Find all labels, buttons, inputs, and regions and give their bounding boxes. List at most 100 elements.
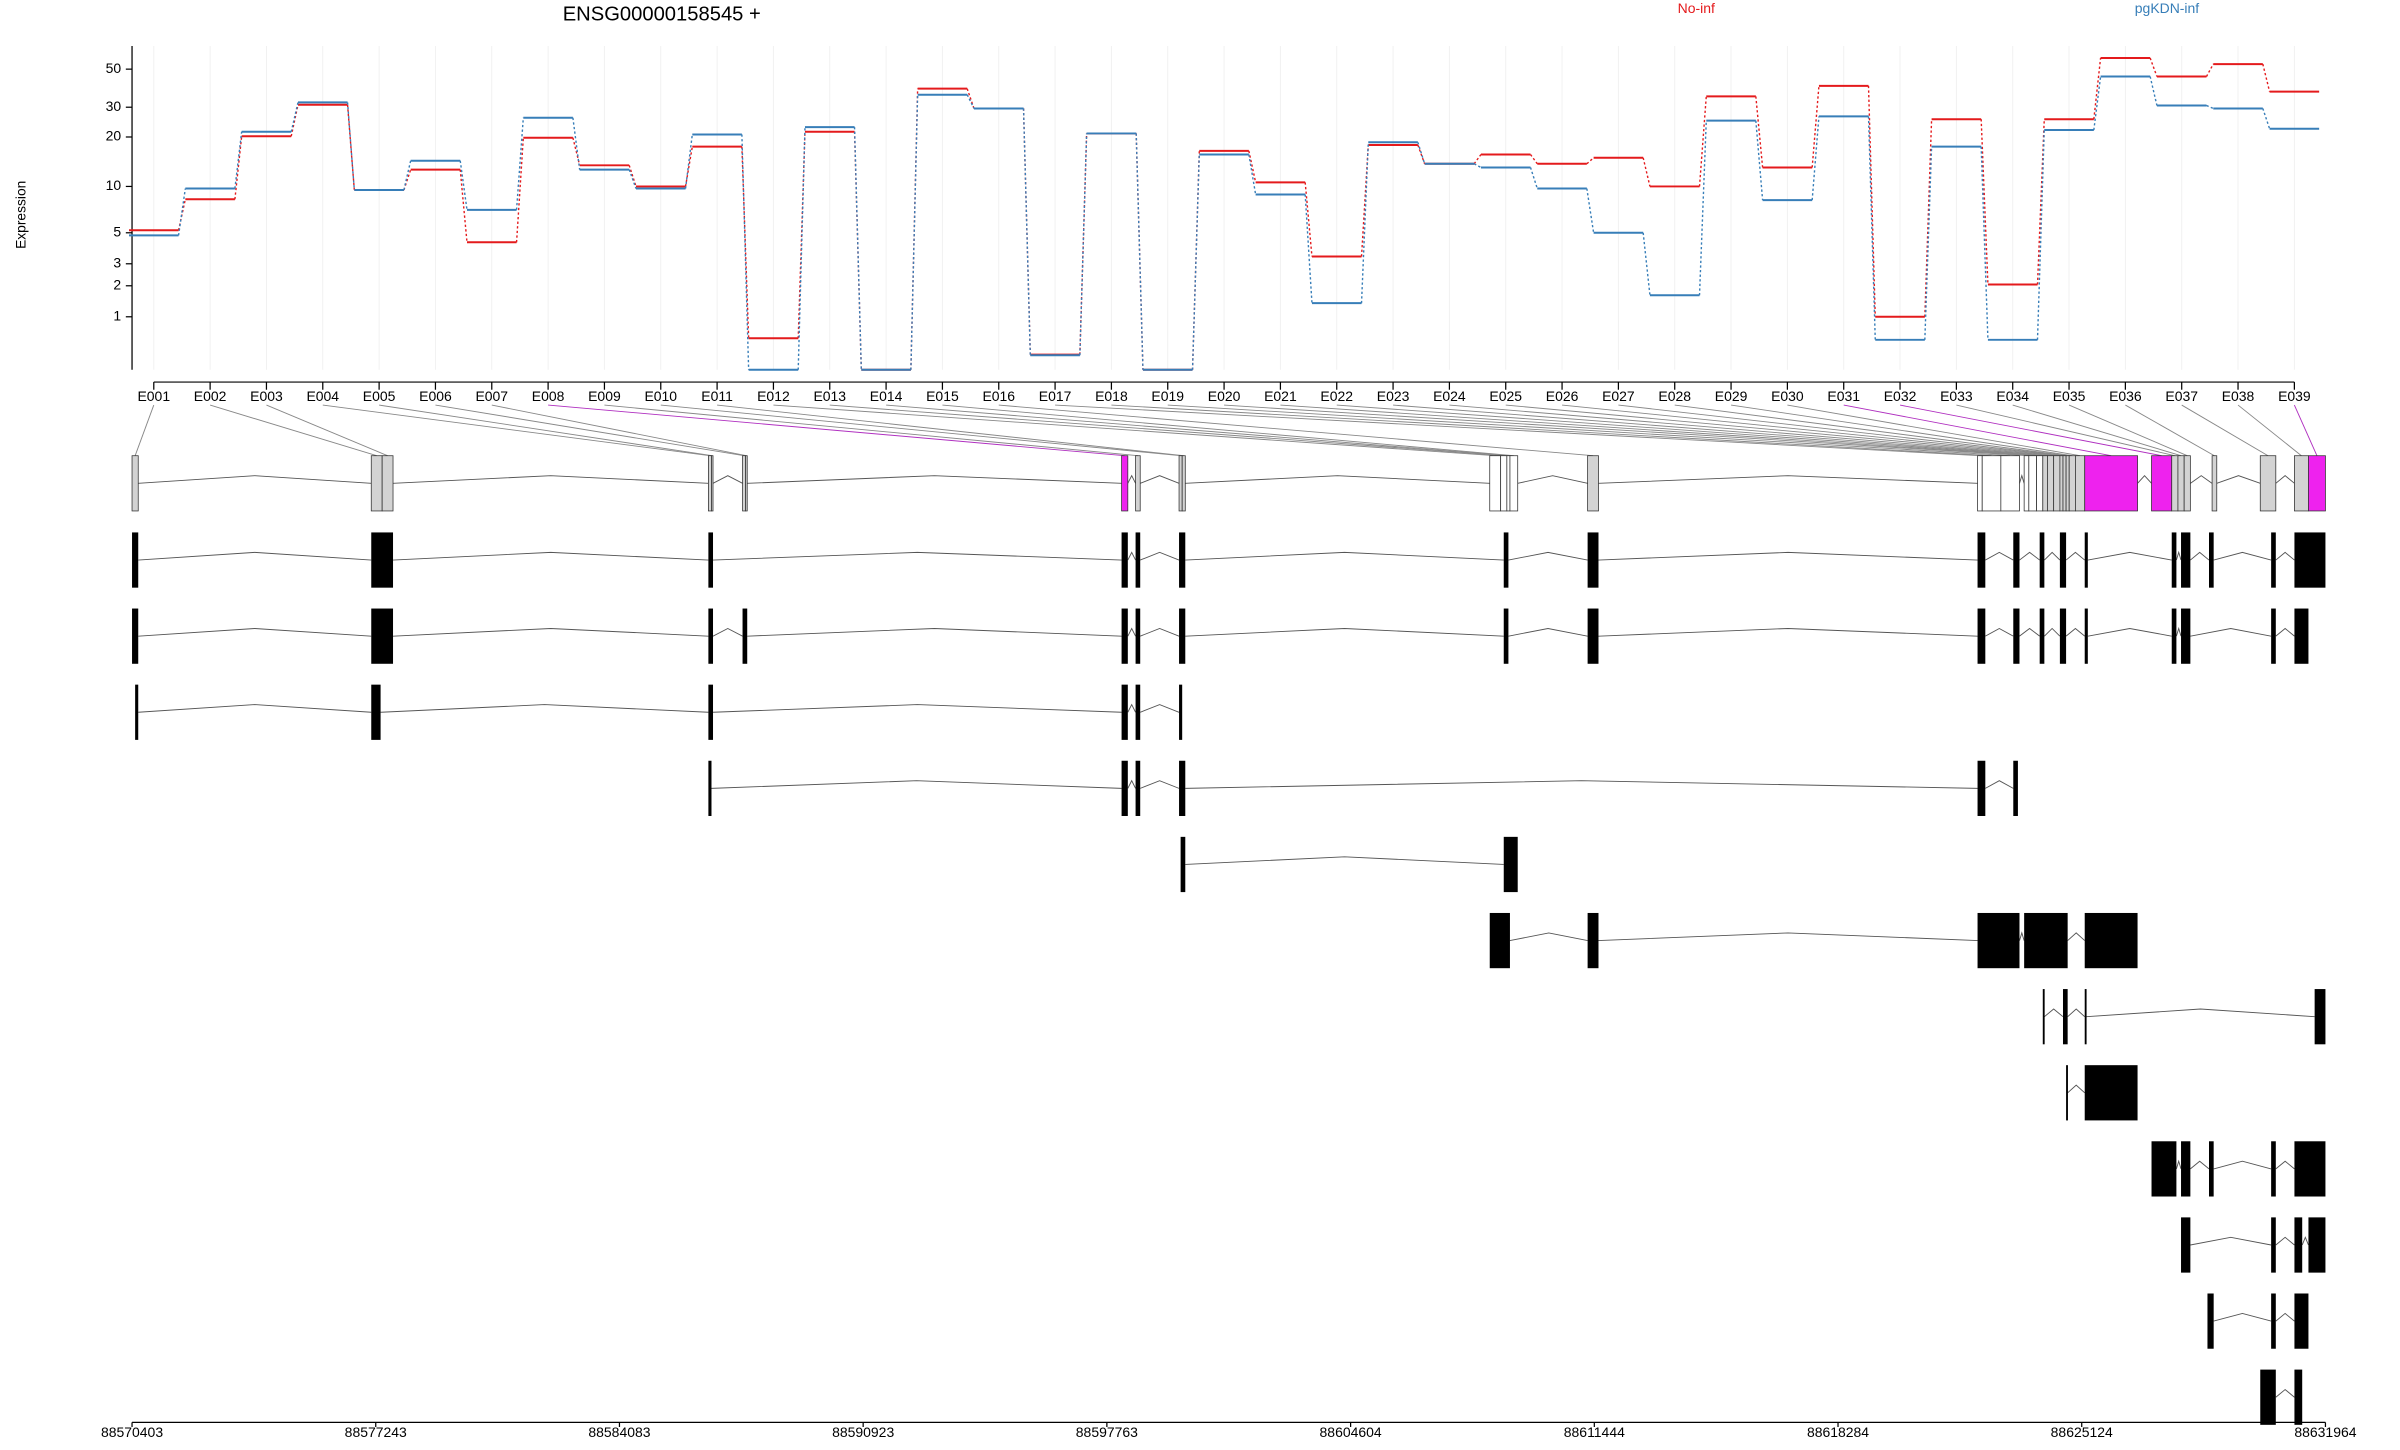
level-connector — [2036, 119, 2045, 285]
exon-bin — [1506, 455, 1511, 512]
exon-link — [1730, 404, 2073, 457]
transcript-exon — [1121, 532, 1128, 588]
transcript-exon — [2294, 1141, 2326, 1197]
level-connector — [1304, 182, 1313, 257]
legend-label: pgKDN-inf — [2135, 0, 2200, 16]
transcript-exon — [2062, 989, 2068, 1045]
transcript-exon — [1977, 608, 1986, 664]
x-tick-label: E017 — [1039, 388, 1072, 404]
intron — [1140, 551, 1180, 561]
exon-link — [2293, 404, 2318, 456]
exon-link — [717, 404, 1184, 457]
intron — [1140, 704, 1180, 713]
exon-link — [1562, 404, 2062, 457]
exon-bin — [2059, 455, 2064, 512]
y-tick-label: 1 — [113, 308, 121, 324]
exon-bin — [711, 455, 714, 512]
level-connector — [853, 127, 863, 370]
intron — [393, 628, 709, 637]
genome-tick-label: 88590923 — [832, 1424, 894, 1440]
intron — [1985, 551, 2014, 561]
exon-link — [134, 404, 155, 456]
transcript-exon — [1121, 608, 1128, 664]
level-connector — [459, 160, 468, 210]
transcript-exon — [2151, 1141, 2177, 1197]
transcript-exon — [708, 608, 714, 664]
intron — [2213, 1312, 2272, 1322]
x-tick-label: E020 — [1208, 388, 1241, 404]
genome-tick-label: 88604604 — [1320, 1424, 1382, 1440]
intron — [1509, 932, 1588, 942]
intron — [712, 627, 743, 637]
transcript-exon — [1503, 836, 1518, 893]
exon-link — [1280, 404, 2033, 457]
exon-link — [886, 404, 1509, 457]
level-connector — [1079, 133, 1088, 356]
level-connector — [1586, 157, 1595, 165]
transcript-exon — [2271, 1293, 2276, 1349]
transcript-exon — [2084, 608, 2088, 664]
intron — [1185, 780, 1978, 789]
genome-tick-label: 88625124 — [2051, 1424, 2113, 1440]
level-connector — [797, 127, 806, 370]
exon-link — [1505, 404, 2057, 457]
intron — [2086, 1008, 2315, 1018]
level-connector — [1417, 142, 1426, 164]
exon-bin — [1489, 455, 1502, 512]
chart-title: ENSG00000158545 + — [563, 4, 761, 26]
transcript-exon — [1503, 608, 1509, 664]
intron — [2087, 628, 2172, 637]
level-connector — [1135, 133, 1144, 370]
exon-link — [2125, 404, 2215, 457]
level-connector — [1417, 144, 1426, 164]
exon-link — [1618, 404, 2065, 457]
transcript-exon — [2260, 1369, 2276, 1425]
intron — [1140, 780, 1180, 789]
transcript-exon — [1135, 760, 1141, 816]
intron — [1508, 551, 1588, 561]
intron — [1598, 628, 1978, 637]
intron — [2216, 475, 2261, 484]
legend-label: No-inf — [1678, 0, 1715, 16]
exon-link — [1674, 404, 2068, 457]
transcript-exon — [2308, 1217, 2326, 1273]
intron — [2019, 627, 2040, 637]
exon-link — [1393, 404, 2046, 457]
intron — [1127, 779, 1137, 789]
exon-link — [379, 404, 713, 457]
transcript-exon — [1135, 532, 1141, 588]
exon-link — [2237, 404, 2302, 457]
intron — [1598, 475, 1978, 484]
exon-bin — [1977, 455, 1983, 512]
x-tick-label: E023 — [1377, 388, 1410, 404]
level-connector — [2093, 57, 2102, 120]
x-tick-label: E028 — [1658, 388, 1691, 404]
intron — [1517, 475, 1588, 484]
transcript-exon — [1179, 608, 1186, 664]
transcript-exon — [1977, 532, 1986, 588]
x-tick-label: E013 — [813, 388, 846, 404]
exon-link — [1787, 404, 2081, 457]
intron — [2301, 1236, 2309, 1246]
level-connector — [1642, 232, 1651, 296]
exon-bin — [2183, 455, 2191, 512]
exon-bin — [2151, 455, 2173, 512]
level-connector — [1360, 145, 1369, 257]
transcript-exon — [1503, 532, 1509, 588]
intron — [2019, 474, 2025, 484]
x-tick-label: E026 — [1546, 388, 1579, 404]
level-connector — [572, 117, 581, 170]
transcript-exon — [1179, 760, 1186, 816]
exon-bin — [1981, 455, 2002, 512]
x-tick-label: E024 — [1433, 388, 1466, 404]
level-connector — [346, 102, 356, 191]
intron — [2175, 550, 2182, 561]
transcript-exon — [2084, 989, 2087, 1045]
genome-tick-label: 88577243 — [345, 1424, 407, 1440]
transcript-exon — [2294, 1369, 2303, 1425]
exon-bin — [370, 455, 383, 512]
level-connector — [459, 169, 468, 243]
intron — [2044, 627, 2061, 637]
transcript-exon — [1977, 760, 1986, 816]
transcript-exon — [1179, 684, 1183, 740]
